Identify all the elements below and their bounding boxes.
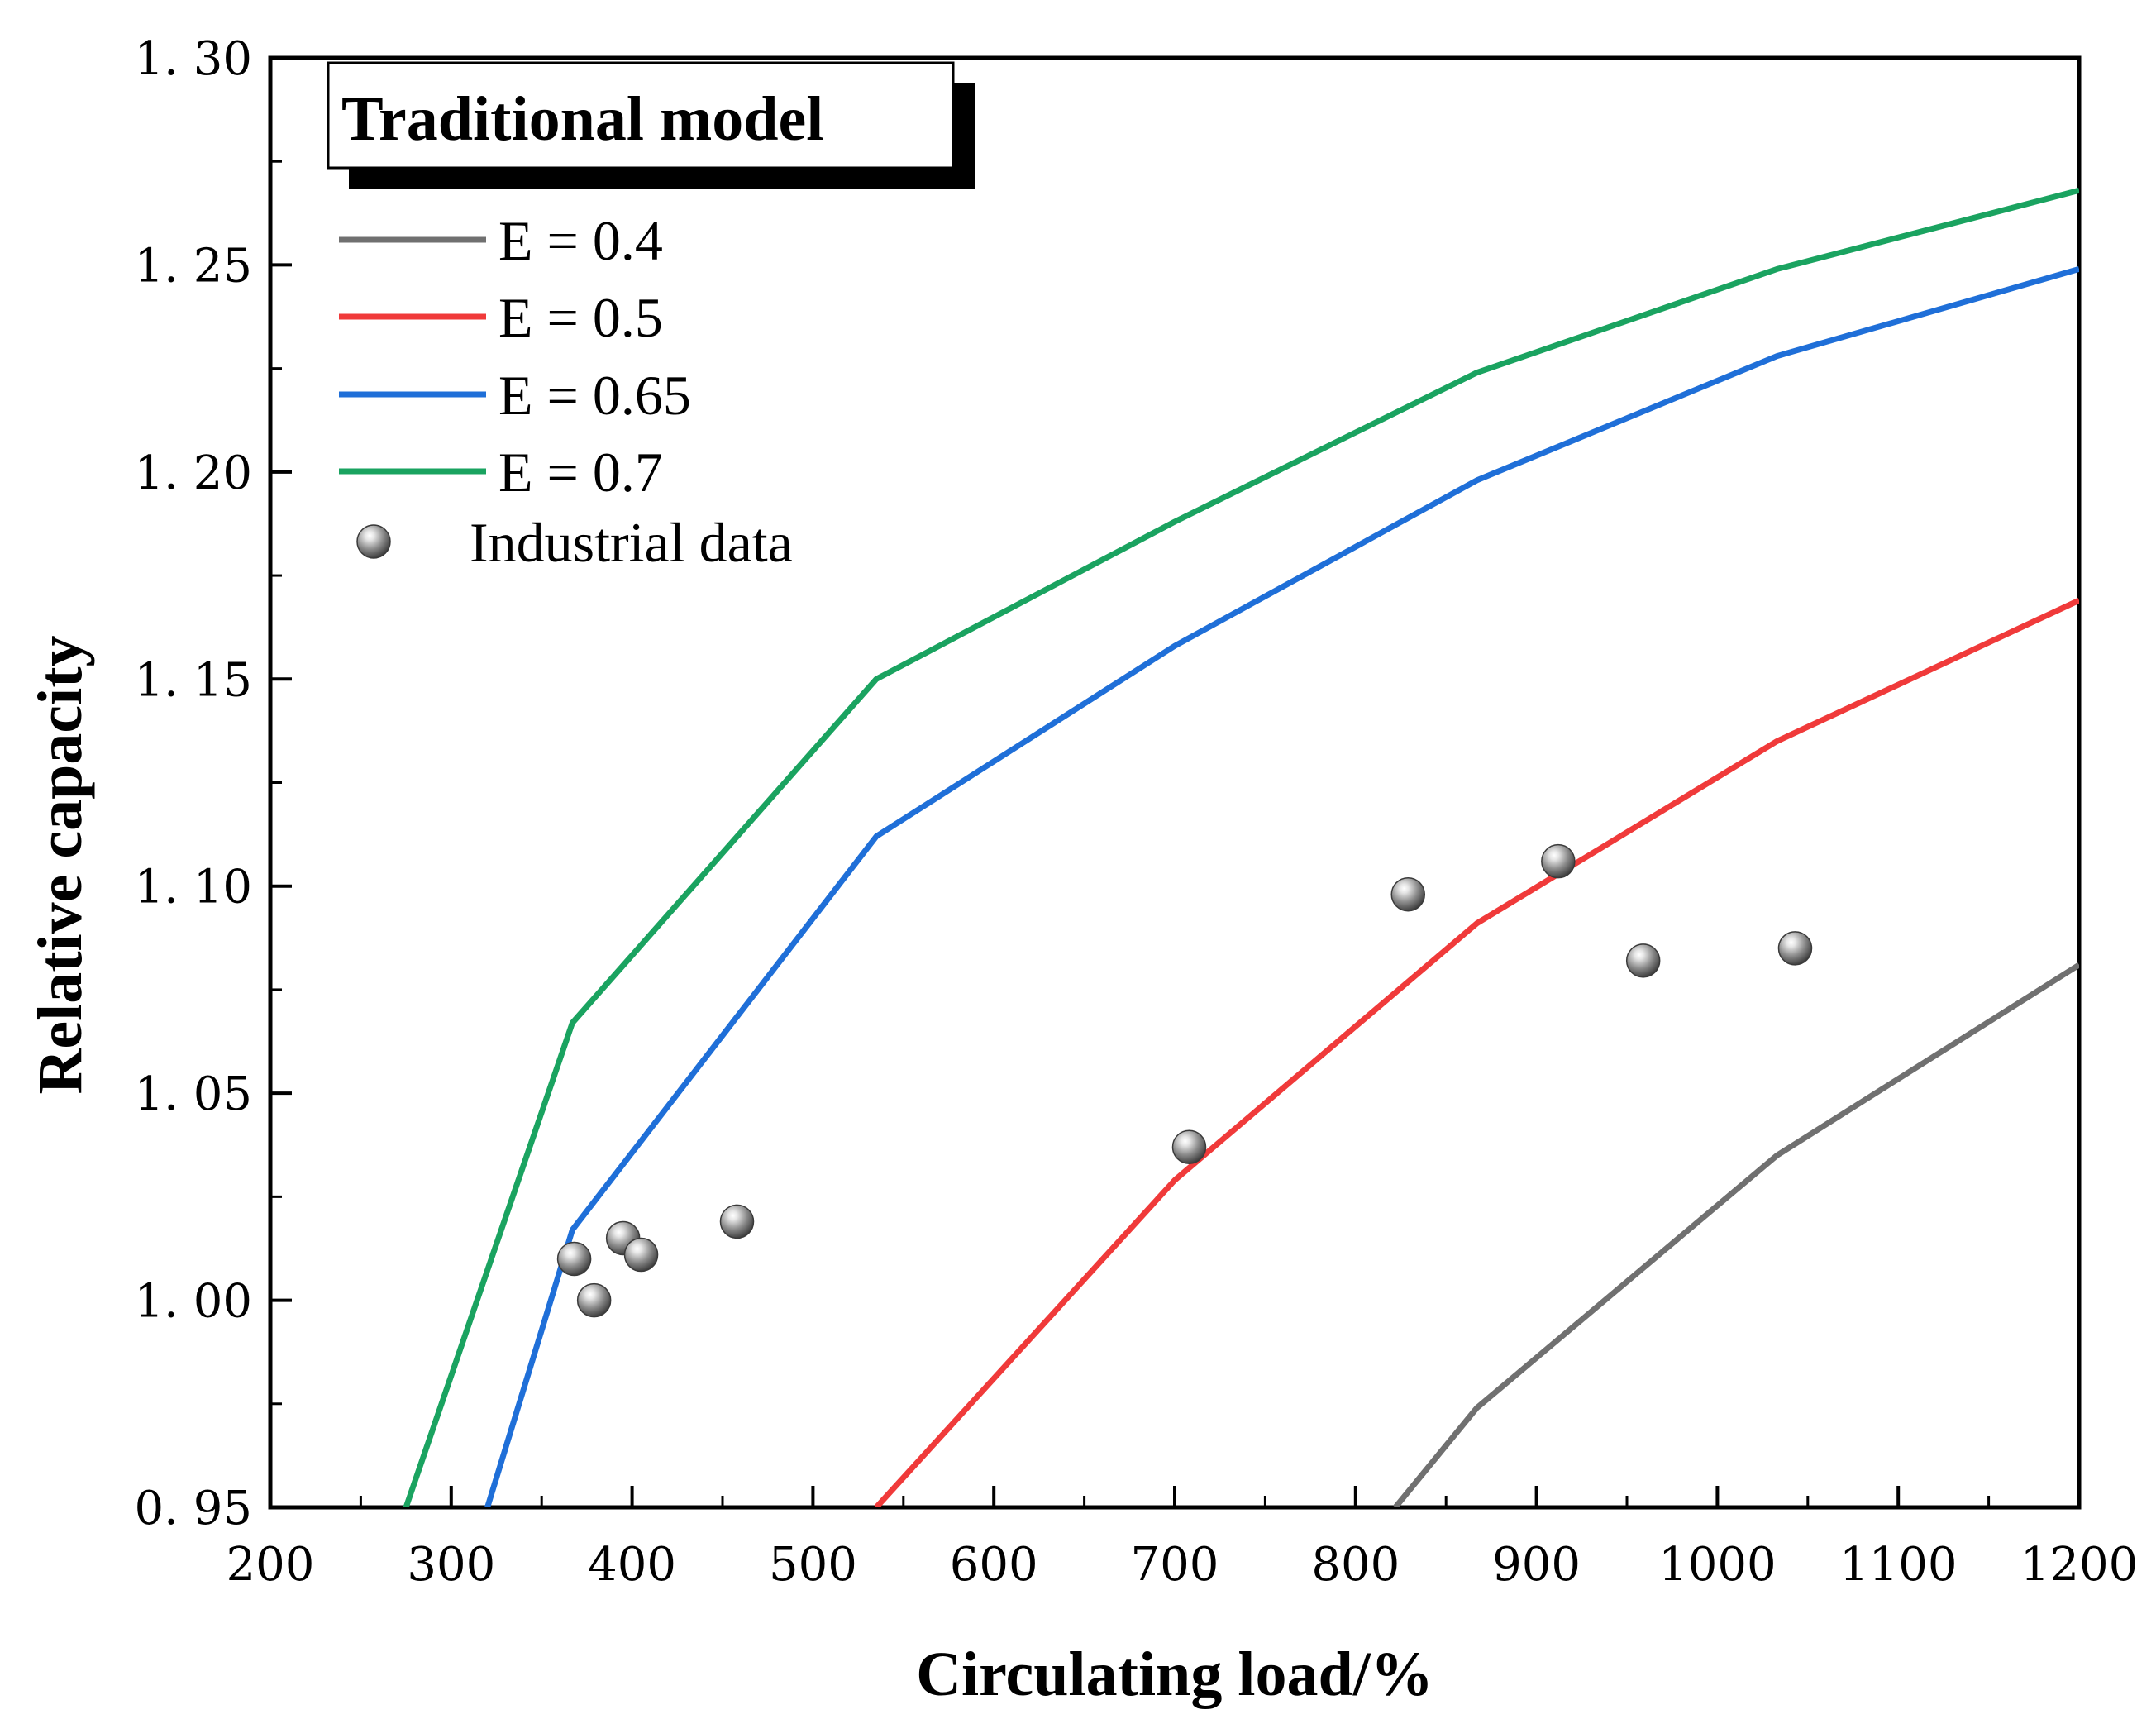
series-layer	[403, 187, 2079, 1507]
x-tick-label: 200	[227, 1538, 315, 1592]
industrial-data-point	[1541, 843, 1576, 879]
y-axis-title: Relative capacity	[26, 635, 95, 1094]
y-tick-label: 1. 00	[135, 1275, 253, 1329]
y-tick-label: 1. 15	[135, 653, 253, 707]
y-tick-label: 0. 95	[135, 1482, 253, 1535]
chart-title: Traditional model	[341, 84, 823, 154]
x-axis-ticks: 200 300 400 500 600 700 800 900 1000 1100 1200	[227, 1486, 2139, 1592]
plot-area	[268, 55, 2082, 1510]
x-tick-label: 900	[1492, 1538, 1581, 1592]
series-line-e-0-65	[484, 266, 2079, 1507]
y-tick-label: 1. 25	[135, 239, 253, 293]
industrial-data-point	[556, 1241, 592, 1277]
y-axis-ticks: 0. 95 1. 00 1. 05 1. 10 1. 15 1. 20 1. 25 1. 30	[135, 32, 292, 1535]
industrial-data-point	[719, 1204, 755, 1239]
series-line-e-0-5	[874, 597, 2079, 1507]
industrial-data-point	[1625, 943, 1661, 978]
legend-label: Industrial data	[470, 511, 793, 574]
industrial-data-point	[1390, 876, 1426, 912]
title-box	[327, 61, 955, 170]
x-tick-label: 1000	[1658, 1538, 1777, 1592]
legend-label: E = 0.5	[498, 286, 663, 349]
industrial-data-point	[1171, 1129, 1207, 1165]
x-tick-label: 300	[407, 1538, 495, 1592]
legend-label: E = 0.4	[498, 209, 663, 272]
x-tick-label: 1100	[1839, 1538, 1958, 1592]
series-line-e-0-7	[403, 187, 2079, 1507]
scatter-layer	[556, 843, 1813, 1318]
legend-label: E = 0.65	[498, 364, 691, 427]
x-tick-label: 400	[588, 1538, 676, 1592]
x-tick-label: 700	[1131, 1538, 1219, 1592]
legend-marker	[356, 524, 391, 559]
industrial-data-point	[623, 1237, 659, 1273]
industrial-data-point	[576, 1282, 612, 1318]
x-tick-label: 1200	[2020, 1538, 2139, 1592]
legend: E = 0.4 E = 0.5 E = 0.65 E = 0.7 Industrial …	[339, 209, 793, 574]
series-line-e-0-4	[1393, 962, 2079, 1507]
industrial-data-point	[1777, 931, 1813, 966]
x-axis-title: Circulating load/%	[916, 1640, 1433, 1709]
y-tick-label: 1. 05	[135, 1067, 253, 1121]
legend-label: E = 0.7	[498, 441, 663, 504]
x-tick-label: 500	[769, 1538, 857, 1592]
x-tick-label: 800	[1311, 1538, 1400, 1592]
y-tick-label: 1. 20	[135, 446, 253, 500]
y-tick-label: 1. 30	[135, 32, 253, 86]
chart-title-box: Traditional model	[327, 61, 975, 189]
x-tick-label: 600	[950, 1538, 1038, 1592]
y-tick-label: 1. 10	[135, 861, 253, 914]
